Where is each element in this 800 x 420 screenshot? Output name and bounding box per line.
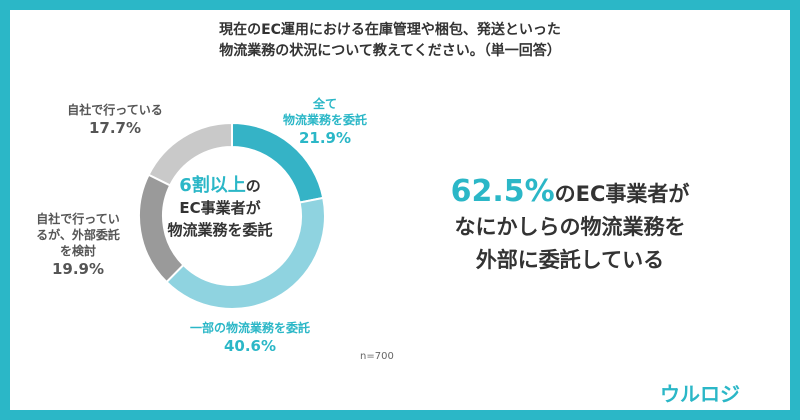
headline-percent: 62.5% <box>450 174 555 209</box>
center-line-2: EC事業者が <box>179 199 261 217</box>
headline-line-2: なにかしらの物流業務を <box>454 215 686 239</box>
label-inhouse-considering: 自社で行ってい るが、外部委託 を検討 19.9% <box>28 211 128 279</box>
label-inhouse-considering-line-1: 自社で行ってい <box>36 212 120 226</box>
headline: 62.5%のEC事業者が なにかしらの物流業務を 外部に委託している <box>360 175 780 277</box>
value-all-outsourced: 21.9% <box>298 129 352 147</box>
title-line-2: 物流業務の状況について教えてください。（単一回答） <box>219 43 561 59</box>
label-inhouse: 自社で行っている 17.7% <box>60 102 170 138</box>
headline-line-3: 外部に委託している <box>475 248 665 272</box>
value-inhouse-considering: 19.9% <box>51 260 105 278</box>
label-inhouse-considering-line-3: を検討 <box>59 244 96 258</box>
label-all-outsourced-line-2: 物流業務を委託 <box>282 113 367 127</box>
slice-inhouse <box>147 121 233 187</box>
label-inhouse-considering-line-2: るが、外部委託 <box>36 228 120 242</box>
chart-title: 現在のEC運用における在庫管理や梱包、発送といった 物流業務の状況について教えて… <box>0 20 780 62</box>
sample-size: n=700 <box>360 351 394 362</box>
center-highlight: 6割以上 <box>179 175 246 196</box>
donut-center-text: 6割以上の EC事業者が 物流業務を委託 <box>150 175 290 241</box>
label-inhouse-line-1: 自社で行っている <box>67 103 163 117</box>
label-partial-outsourced-line-1: 一部の物流業務を委託 <box>189 321 310 335</box>
brand-logo: ウルロジ <box>660 382 740 406</box>
title-line-1: 現在のEC運用における在庫管理や梱包、発送といった <box>219 22 561 38</box>
center-suffix: の <box>245 177 261 195</box>
value-inhouse: 17.7% <box>88 119 142 137</box>
value-partial-outsourced: 40.6% <box>223 337 277 355</box>
label-all-outsourced: 全て 物流業務を委託 21.9% <box>270 96 380 148</box>
headline-part-1: のEC事業者が <box>554 182 690 206</box>
label-all-outsourced-line-1: 全て <box>312 97 337 111</box>
label-partial-outsourced: 一部の物流業務を委託 40.6% <box>170 320 330 356</box>
center-line-3: 物流業務を委託 <box>167 221 273 239</box>
